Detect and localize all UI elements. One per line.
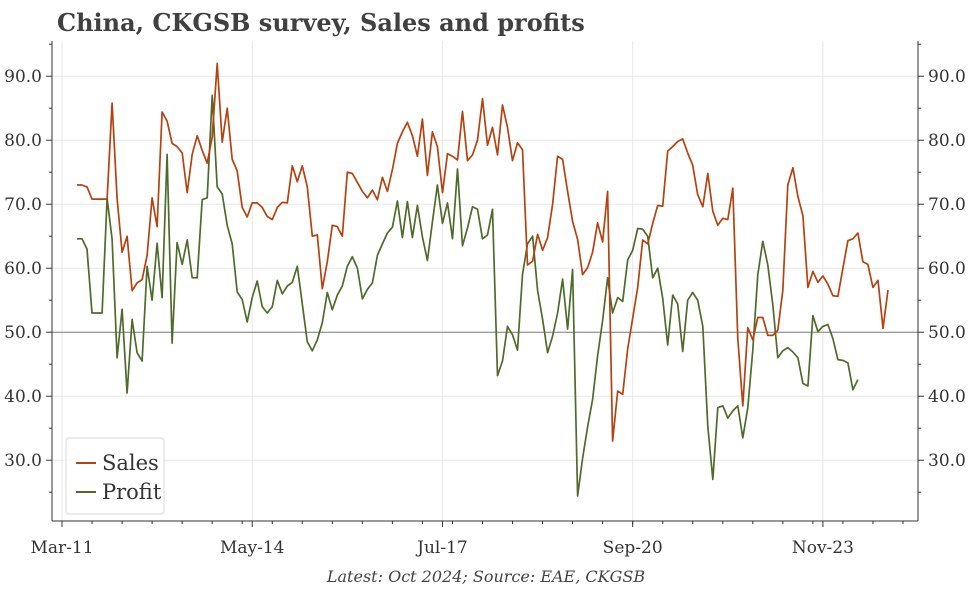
ytick-label-left: 60.0 — [4, 259, 42, 279]
legend-sales-label: Sales — [102, 451, 159, 475]
axes: 30.0 30.0 40.0 40.0 50.0 50.0 60.0 60.0 70.0 70.0… — [4, 41, 966, 558]
ytick-label-right: 40.0 — [928, 387, 966, 407]
source-note: Latest: Oct 2024; Source: EAE, CKGSB — [326, 567, 646, 586]
ytick-label-left: 30.0 — [4, 451, 42, 471]
xtick-label: Jul-17 — [415, 538, 468, 558]
ytick-label-left: 50.0 — [4, 323, 42, 343]
xtick-label: Nov-23 — [792, 538, 854, 558]
xtick-label: May-14 — [220, 538, 285, 558]
ytick-label-right: 50.0 — [928, 323, 966, 343]
ytick-label-left: 40.0 — [4, 387, 42, 407]
legend-profit-label: Profit — [102, 480, 162, 504]
series-line-sales — [77, 62, 889, 442]
ytick-label-left: 70.0 — [4, 195, 42, 215]
series-lines — [77, 62, 889, 497]
gridlines — [52, 41, 918, 521]
chart-title: China, CKGSB survey, Sales and profits — [57, 8, 585, 37]
ytick-label-right: 80.0 — [928, 131, 966, 151]
xtick-label: Mar-11 — [30, 538, 93, 558]
ytick-label-right: 60.0 — [928, 259, 966, 279]
ytick-label-right: 70.0 — [928, 195, 966, 215]
legend: Sales Profit — [65, 437, 165, 515]
ytick-label-left: 80.0 — [4, 131, 42, 151]
ytick-label-right: 30.0 — [928, 451, 966, 471]
series-line-profit — [77, 94, 859, 497]
legend-box — [65, 437, 165, 515]
xtick-label: Sep-20 — [603, 538, 663, 558]
ytick-label-right: 90.0 — [928, 67, 966, 87]
ytick-label-left: 90.0 — [4, 67, 42, 87]
